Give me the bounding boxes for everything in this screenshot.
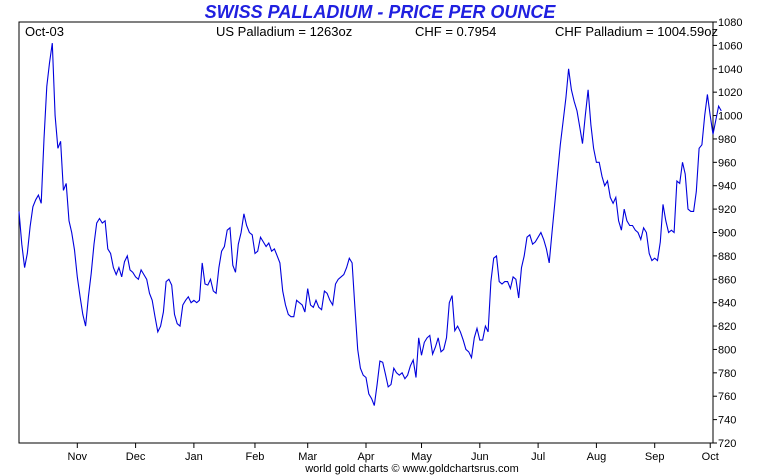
x-tick-label: Dec [126,451,146,463]
x-axis: Nov Dec Jan Feb Mar Apr May Jun Jul Aug Sep Oct [68,443,719,463]
series-line [18,43,722,406]
x-tick-label: Oct [702,451,719,463]
x-tick-label: Feb [245,451,264,463]
x-tick-label: Jul [531,451,545,463]
x-tick-label: Nov [68,451,88,463]
x-tick-label: Sep [645,451,665,463]
chart-footer: world gold charts © www.goldchartsrus.co… [304,463,519,475]
y-tick-label: 1080 [718,17,742,29]
series-layer [18,43,722,406]
y-tick-label: 1020 [718,87,742,99]
y-tick-label: 940 [718,181,736,193]
x-tick-label: Aug [587,451,607,463]
x-tick-label: May [411,451,432,463]
x-tick-label: Jan [185,451,203,463]
y-tick-label: 960 [718,157,736,169]
fx-rate-label: CHF = 0.7954 [415,24,496,39]
y-tick-label: 740 [718,415,736,427]
y-tick-label: 720 [718,438,736,450]
y-tick-label: 840 [718,298,736,310]
chart-title: SWISS PALLADIUM - PRICE PER OUNCE [205,2,557,22]
y-tick-label: 1060 [718,40,742,52]
y-axis: 720 740 760 780 800 820 840 860 880 900 920 940 960 9… [713,17,742,450]
us-price-label: US Palladium = 1263oz [216,24,352,39]
y-tick-label: 780 [718,368,736,380]
y-tick-label: 920 [718,204,736,216]
y-tick-label: 860 [718,274,736,286]
y-tick-label: 800 [718,344,736,356]
y-tick-label: 880 [718,251,736,263]
x-tick-label: Jun [471,451,489,463]
y-tick-label: 900 [718,228,736,240]
y-tick-label: 820 [718,321,736,333]
y-tick-label: 1000 [718,111,742,123]
chf-price-label: CHF Palladium = 1004.59oz [555,24,718,39]
start-date-label: Oct-03 [25,24,64,39]
y-tick-label: 980 [718,134,736,146]
x-tick-label: Apr [357,451,374,463]
plot-frame [18,21,714,444]
x-tick-label: Mar [298,451,317,463]
y-tick-label: 1040 [718,64,742,76]
y-tick-label: 760 [718,391,736,403]
